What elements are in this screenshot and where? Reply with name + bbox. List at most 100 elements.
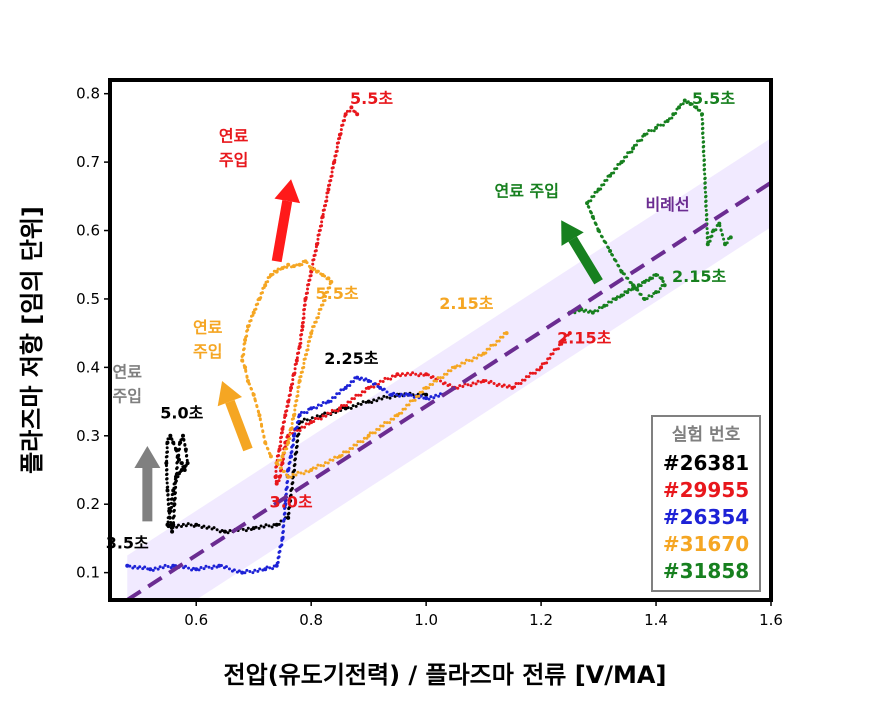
data-point [682,98,687,103]
data-point [325,195,329,199]
data-point [335,392,339,396]
data-point [320,216,324,220]
data-point [281,530,285,534]
data-point [364,377,368,381]
data-point [467,359,471,363]
data-point [463,361,467,365]
data-point [340,124,344,128]
data-point [378,379,382,383]
data-point [297,413,302,418]
data-point [337,392,341,396]
x-tick-label: 1.0 [414,611,438,629]
data-point [584,308,588,312]
data-point [291,481,295,485]
data-point [293,363,297,366]
data-point [700,117,704,121]
data-point [641,296,645,300]
data-point [523,378,527,382]
data-point [679,103,683,107]
data-point [267,524,271,528]
x-axis-label: 전압(유도기전력) / 플라즈마 전류 [V/MA] [224,661,667,689]
data-point [309,420,314,425]
data-point [321,208,325,212]
data-point [305,418,309,422]
data-point [395,372,400,377]
data-point [283,505,287,509]
data-point [253,568,257,572]
data-point [351,447,355,451]
data-point [644,278,648,282]
data-point [296,390,300,394]
data-point [329,175,333,179]
data-point [128,564,132,568]
data-point [389,377,393,381]
data-point [316,233,320,237]
data-point [166,437,170,441]
data-point [256,302,260,306]
data-point [313,249,317,253]
data-point [258,417,262,421]
data-point [686,100,690,104]
data-point [215,528,219,532]
data-point [352,109,356,113]
data-point [560,342,564,346]
annotation-6: 연료 주입 [494,181,558,200]
data-point [329,399,333,403]
data-point [245,379,250,384]
data-point [305,411,309,415]
data-point [366,399,371,404]
data-point [273,476,277,480]
data-point [303,425,307,429]
data-point [326,286,330,290]
data-point [476,379,480,383]
annotation-11: 연료 [193,318,223,337]
data-point [261,429,265,433]
data-point [306,340,310,344]
data-point [295,428,299,432]
data-point [304,422,308,426]
data-point [251,391,255,395]
data-point [298,428,302,432]
data-point [323,274,327,278]
data-point [326,183,330,187]
series-31670 [240,259,509,479]
data-point [342,403,346,407]
data-point [268,566,272,570]
data-point [592,194,596,198]
data-point [634,288,638,292]
data-point [300,328,304,332]
data-point [166,502,170,506]
data-point [301,316,305,320]
data-point [548,356,552,360]
data-point [186,522,190,526]
data-point [153,566,157,570]
data-point [299,333,303,337]
x-tick-label: 0.6 [184,611,208,629]
data-point [286,262,291,267]
data-point [254,307,258,311]
data-point [184,524,188,528]
data-point [348,383,352,387]
data-point [314,416,318,420]
data-point [431,382,435,386]
legend: 실험 번호 #26381 #29955 #26354 #31670 #31858 [651,415,761,592]
data-point [202,524,206,528]
data-point [466,383,470,387]
data-point [424,385,429,390]
data-point [293,367,297,371]
data-point [504,331,509,336]
data-point [348,109,352,113]
data-point [383,421,387,425]
data-point [293,408,297,412]
data-point [346,400,350,404]
data-point [176,460,180,464]
data-point [311,262,315,266]
data-point [321,414,325,418]
data-point [448,383,452,387]
data-point [133,564,137,568]
fuel-arrow-shaft-4 [568,236,603,285]
data-point [279,474,283,478]
data-point [507,384,511,388]
data-point [388,396,392,400]
data-point [494,343,498,347]
